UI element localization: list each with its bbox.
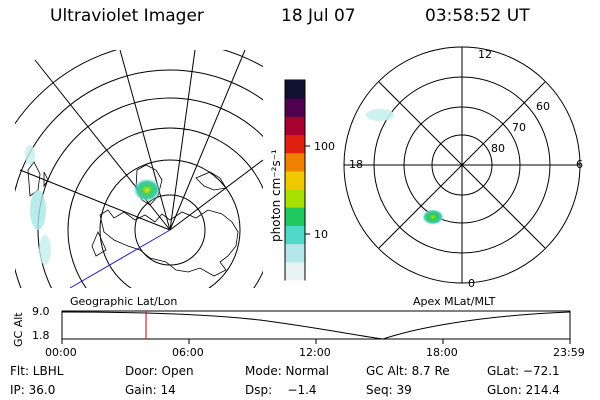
landmass-coast-west [27, 161, 41, 197]
ip-status: IP: 36.0 [10, 383, 56, 397]
gc-alt-status: GC Alt: 8.7 Re [366, 364, 450, 378]
mlat-label-80: 80 [491, 142, 505, 155]
altitude-plot-frame [61, 310, 571, 340]
altitude-axis-title: GC Alt [12, 312, 25, 347]
colorbar-cell [285, 152, 305, 172]
geo-lat-circle [15, 69, 263, 288]
mlat-label-70: 70 [512, 121, 526, 134]
colorbar-tick-100: 100 [314, 140, 335, 153]
antarctica-coast [99, 209, 239, 277]
dsp-status: Dsp: −1.4 [245, 383, 317, 397]
diffuse-arc [25, 145, 35, 165]
colorbar-cell [285, 225, 305, 245]
altitude-plot [61, 310, 571, 344]
mlt-label-18: 18 [349, 158, 363, 171]
gain-status: Gain: 14 [125, 383, 176, 397]
peninsula-coast [91, 231, 107, 257]
colorbar-cell [285, 261, 305, 281]
mlt-label-12: 12 [478, 48, 492, 61]
time-tick: 06:00 [172, 346, 204, 359]
colorbar-cell [285, 243, 305, 263]
main-oval-blob [133, 178, 161, 202]
colorbar-cell [285, 189, 305, 208]
time-tick: 23:59 [553, 346, 585, 359]
mlt-label-0: 0 [468, 277, 475, 290]
time-tick: 00:00 [45, 346, 77, 359]
time-tick: 12:00 [299, 346, 331, 359]
colorbar-cell [285, 98, 305, 117]
colorbar-cell [285, 116, 305, 136]
geo-meridian [169, 159, 263, 231]
colorbar-tick-10: 10 [314, 228, 328, 241]
geo-lat-circle [99, 159, 241, 288]
mode-status: Mode: Normal [245, 364, 329, 378]
instrument-title: Ultraviolet Imager [50, 6, 204, 26]
mlat-label-60: 60 [536, 100, 550, 113]
geo-terminator-line [69, 229, 171, 288]
altitude-tick-bottom: 1.8 [32, 329, 50, 342]
filter-status: Flt: LBHL [10, 364, 64, 378]
colorbar-cell [285, 207, 305, 226]
geo-meridian [19, 169, 171, 231]
date-label: 18 Jul 07 [281, 6, 356, 26]
polar-plot [343, 46, 581, 284]
color-bar [284, 79, 310, 281]
mlt-label-6: 6 [576, 158, 583, 171]
colorbar-cell [285, 80, 305, 99]
geo-meridian [169, 50, 246, 231]
glat-status: GLat: −72.1 [487, 364, 560, 378]
geo-meridian [119, 50, 171, 231]
polar-oval-blob [422, 209, 444, 225]
diffuse-arc [39, 235, 51, 265]
colorbar-cell [285, 134, 305, 154]
altitude-tick-top: 9.0 [32, 305, 50, 318]
polar-meridian [378, 81, 546, 249]
polar-plot-caption: Apex MLat/MLT [413, 295, 496, 308]
geo-lat-circle [67, 127, 263, 288]
door-status: Door: Open [125, 364, 194, 378]
landmass-coast-west [43, 171, 49, 188]
geo-meridian [169, 50, 196, 231]
time-label: 03:58:52 UT [425, 6, 530, 26]
colorbar-unit-label: photon cm⁻²s⁻¹ [269, 149, 283, 242]
time-tick: 18:00 [426, 346, 458, 359]
island-coast [195, 171, 227, 191]
colorbar-cell [285, 170, 305, 190]
geo-map-caption: Geographic Lat/Lon [70, 295, 178, 308]
geographic-map [15, 50, 263, 288]
seq-status: Seq: 39 [366, 383, 412, 397]
diffuse-arc [30, 190, 46, 230]
altitude-curve [61, 311, 571, 340]
polar-diffuse-arc [366, 109, 394, 121]
glon-status: GLon: 214.4 [487, 383, 560, 397]
